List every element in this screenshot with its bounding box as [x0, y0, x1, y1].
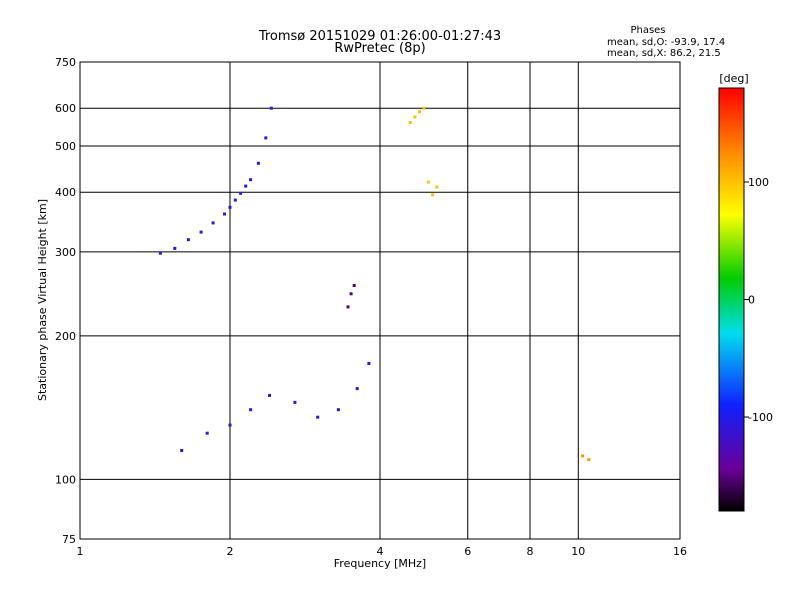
stats-o-mode: mean, sd,O: -93.9, 17.4 [607, 37, 725, 48]
colorbar-gradient [718, 87, 745, 512]
y-tick-label: 200 [55, 330, 76, 343]
echo-point [249, 408, 253, 412]
echo-point [228, 423, 232, 427]
colorbar-ticks: 100 0 -100 [744, 176, 773, 424]
echo-point [205, 431, 209, 435]
chart-subtitle: RwPretec (8p) [334, 41, 425, 56]
y-tick-label: 75 [62, 533, 76, 546]
x-tick-label: 10 [571, 545, 585, 558]
echo-point [211, 221, 215, 225]
y-tick-label: 300 [55, 246, 76, 259]
x-tick-label: 2 [227, 545, 234, 558]
echo-point [239, 191, 243, 195]
chart-title: Tromsø 20151029 01:26:00-01:27:43 [258, 29, 501, 44]
echo-point [256, 161, 260, 165]
y-tick-label: 100 [55, 473, 76, 486]
echo-point [352, 284, 356, 287]
x-tick-label: 6 [464, 545, 471, 558]
x-tick-label: 1 [77, 545, 84, 558]
y-tick-label: 750 [55, 56, 76, 69]
echo-point [422, 106, 426, 110]
y-tick-label: 600 [55, 102, 76, 115]
chart-title-group: Tromsø 20151029 01:26:00-01:27:43 RwPret… [258, 29, 501, 56]
echo-point [186, 238, 190, 242]
echo-point [418, 110, 421, 114]
y-tick-label: 400 [55, 186, 76, 199]
echo-point [264, 136, 268, 140]
echo-point [431, 193, 435, 197]
x-tick-label: 4 [377, 545, 384, 558]
echo-point [228, 205, 232, 209]
x-axis-label: Frequency [MHz] [334, 557, 426, 570]
echo-point [581, 454, 585, 458]
echo-point [408, 121, 412, 124]
echo-point [268, 393, 271, 397]
plot-area [79, 61, 681, 540]
echo-point [346, 305, 350, 309]
echo-point [199, 230, 203, 234]
echo-point [223, 212, 226, 216]
colorbar: [deg] 100 0 -100 [718, 72, 773, 512]
echo-point [249, 178, 253, 182]
echo-point [158, 251, 162, 255]
echo-point [587, 458, 591, 462]
scatter-points [158, 106, 591, 462]
echo-point [435, 185, 439, 189]
echo-point [413, 115, 417, 119]
echo-point [173, 246, 177, 250]
echo-point [244, 184, 248, 188]
echo-point [293, 400, 297, 404]
colorbar-label: [deg] [719, 72, 748, 85]
echo-point [269, 106, 273, 110]
colorbar-tick-label: 0 [748, 294, 755, 307]
echo-point [180, 449, 184, 452]
colorbar-tick-label: -100 [748, 411, 773, 424]
x-tick-label: 8 [527, 545, 534, 558]
y-axis-label: Stationary phase Virtual Height [km] [36, 199, 49, 401]
x-axis-ticks: 1 2 4 6 8 10 16 [77, 545, 688, 558]
colorbar-tick-label: 100 [748, 176, 769, 189]
y-axis-ticks: 75 100 200 300 400 500 600 750 [55, 56, 76, 546]
y-tick-label: 500 [55, 140, 76, 153]
echo-point [336, 408, 340, 412]
echo-point [349, 292, 353, 296]
echo-point [367, 362, 371, 365]
gridlines [80, 62, 680, 539]
echo-point [316, 415, 320, 419]
stats-x-mode: mean, sd,X: 86.2, 21.5 [607, 48, 721, 59]
echo-point [233, 198, 237, 202]
x-tick-label: 16 [673, 545, 687, 558]
echo-point [426, 180, 430, 184]
echo-point [355, 387, 359, 391]
phase-stats: Phases mean, sd,O: -93.9, 17.4 mean, sd,… [607, 25, 725, 59]
stats-heading: Phases [630, 25, 665, 36]
